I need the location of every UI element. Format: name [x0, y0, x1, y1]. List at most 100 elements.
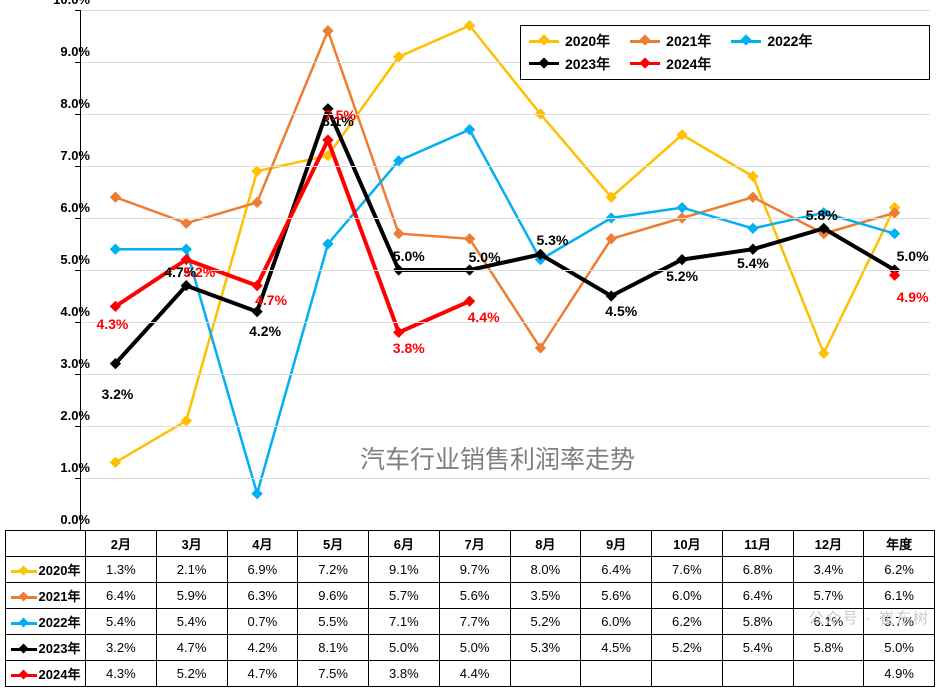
- legend: 2020年2021年2022年2023年2024年: [520, 25, 930, 80]
- legend-item: 2024年: [630, 54, 711, 74]
- table-cell: 4.2%: [227, 635, 298, 661]
- table-col-header: 5月: [298, 531, 369, 557]
- row-marker-icon: [18, 566, 28, 576]
- table-cell: 6.2%: [652, 609, 723, 635]
- table-col-header: 7月: [439, 531, 510, 557]
- table-row: 2020年1.3%2.1%6.9%7.2%9.1%9.7%8.0%6.4%7.6…: [6, 557, 935, 583]
- table-row-label: 2024年: [6, 661, 86, 687]
- data-label: 4.2%: [249, 323, 281, 339]
- table-col-header: 4月: [227, 531, 298, 557]
- table-row-label: 2023年: [6, 635, 86, 661]
- table-cell: 5.2%: [156, 661, 227, 687]
- data-label: 3.2%: [101, 386, 133, 402]
- table-col-header: 3月: [156, 531, 227, 557]
- table-cell: 6.1%: [864, 583, 935, 609]
- gridline: [80, 322, 930, 323]
- table-cell: 4.7%: [227, 661, 298, 687]
- table-cell: 2.1%: [156, 557, 227, 583]
- table-cell: 5.4%: [722, 635, 793, 661]
- table-col-header: 12月: [793, 531, 864, 557]
- data-label: 4.3%: [96, 316, 128, 332]
- row-marker-icon: [18, 644, 28, 654]
- row-marker-icon: [18, 670, 28, 680]
- table-cell: 5.8%: [793, 635, 864, 661]
- gridline: [80, 374, 930, 375]
- table-cell: 3.2%: [86, 635, 157, 661]
- series-marker: [322, 25, 333, 36]
- gridline: [80, 10, 930, 11]
- data-label: 5.3%: [536, 232, 568, 248]
- row-label-text: 2020年: [39, 563, 81, 578]
- y-tick-label: 7.0%: [60, 148, 90, 163]
- row-label-text: 2022年: [39, 615, 81, 630]
- series-marker: [251, 306, 262, 317]
- table-cell: 5.6%: [439, 583, 510, 609]
- y-axis: [80, 10, 81, 530]
- series-marker: [110, 457, 121, 468]
- table-col-header: 年度: [864, 531, 935, 557]
- table-cell: 5.3%: [510, 635, 581, 661]
- table-cell: 5.2%: [652, 635, 723, 661]
- row-label-text: 2021年: [39, 589, 81, 604]
- table-cell: 5.2%: [510, 609, 581, 635]
- table-cell: [652, 661, 723, 687]
- series-marker: [251, 197, 262, 208]
- table-cell: [581, 661, 652, 687]
- series-marker: [464, 296, 475, 307]
- table-cell: 5.4%: [156, 609, 227, 635]
- table-cell: 4.5%: [581, 635, 652, 661]
- table-row-label: 2020年: [6, 557, 86, 583]
- gridline: [80, 114, 930, 115]
- legend-swatch: [731, 40, 761, 43]
- table-cell: 3.8%: [369, 661, 440, 687]
- table-cell: 6.9%: [227, 557, 298, 583]
- y-tick-label: 8.0%: [60, 96, 90, 111]
- table-row: 2023年3.2%4.7%4.2%8.1%5.0%5.0%5.3%4.5%5.2…: [6, 635, 935, 661]
- watermark: 公众号 · 崔东树: [809, 607, 930, 628]
- table-col-header: 9月: [581, 531, 652, 557]
- chart-area: 汽车行业销售利润率走势 3.2%4.7%4.2%8.1%5.0%5.0%5.3%…: [80, 10, 930, 530]
- table-cell: 7.2%: [298, 557, 369, 583]
- table-cell: 6.4%: [86, 583, 157, 609]
- data-label: 5.2%: [183, 264, 215, 280]
- series-marker: [393, 327, 404, 338]
- table-cell: 5.7%: [793, 583, 864, 609]
- legend-label: 2024年: [666, 54, 711, 74]
- data-label: 4.4%: [468, 309, 500, 325]
- legend-label: 2022年: [767, 31, 812, 51]
- y-tick-label: 10.0%: [53, 0, 90, 7]
- table-cell: 0.7%: [227, 609, 298, 635]
- legend-marker-icon: [741, 35, 752, 46]
- legend-label: 2021年: [666, 31, 711, 51]
- data-label: 5.2%: [666, 268, 698, 284]
- row-label-text: 2024年: [39, 667, 81, 682]
- legend-item: 2022年: [731, 31, 812, 51]
- data-label: 3.8%: [393, 340, 425, 356]
- data-label: 5.0%: [897, 248, 929, 264]
- table-col-header: 8月: [510, 531, 581, 557]
- table-cell: 4.9%: [864, 661, 935, 687]
- table-cell: 6.8%: [722, 557, 793, 583]
- data-label: 5.0%: [393, 248, 425, 264]
- table-cell: [793, 661, 864, 687]
- row-swatch: [11, 648, 37, 651]
- table-header-row: 2月3月4月5月6月7月8月9月10月11月12月年度: [6, 531, 935, 557]
- row-marker-icon: [18, 592, 28, 602]
- table-cell: 7.6%: [652, 557, 723, 583]
- legend-item: 2021年: [630, 31, 711, 51]
- legend-swatch: [529, 40, 559, 43]
- chart-title: 汽车行业销售利润率走势: [360, 440, 635, 476]
- table-corner: [6, 531, 86, 557]
- table-cell: 3.4%: [793, 557, 864, 583]
- series-marker: [818, 348, 829, 359]
- series-marker: [889, 228, 900, 239]
- y-tick-label: 4.0%: [60, 304, 90, 319]
- series-marker: [747, 223, 758, 234]
- gridline: [80, 218, 930, 219]
- series-marker: [747, 171, 758, 182]
- table-cell: 7.1%: [369, 609, 440, 635]
- row-swatch: [11, 570, 37, 573]
- legend-swatch: [630, 40, 660, 43]
- table-cell: 7.7%: [439, 609, 510, 635]
- table-row: 2021年6.4%5.9%6.3%9.6%5.7%5.6%3.5%5.6%6.0…: [6, 583, 935, 609]
